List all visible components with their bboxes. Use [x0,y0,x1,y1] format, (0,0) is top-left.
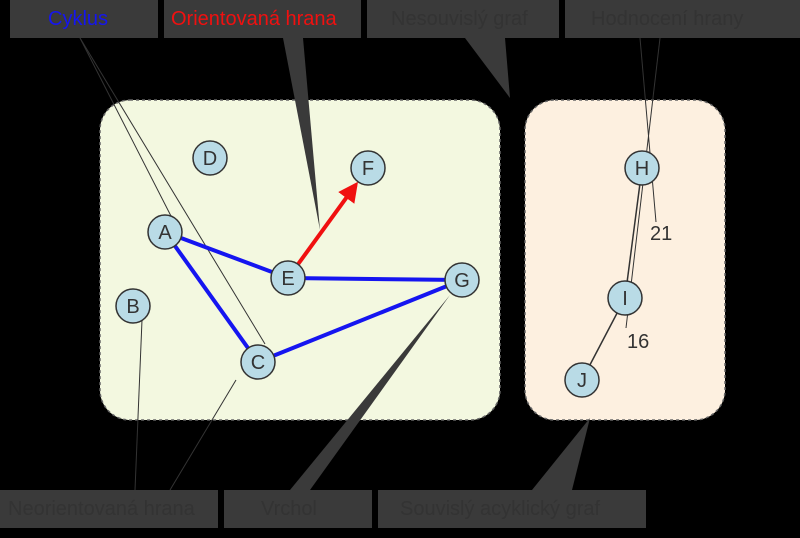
label-text-nesouv: Nesouvislý graf [391,8,528,30]
label-text-souv: Souvislý acyklický graf [400,498,601,520]
callout-souv [532,418,590,490]
node-label-C: C [251,352,265,374]
panel-right [525,100,725,420]
node-label-J: J [577,370,587,392]
graph-diagram: 21 16 A B C D E F G H I J Cyklus Orientovaná hrana Nes… [0,0,800,538]
label-text-vrchol: Vrchol [261,498,317,520]
callout-nesouv [465,38,510,98]
node-label-F: F [362,158,374,180]
node-label-B: B [126,296,139,318]
node-label-E: E [281,268,294,290]
edge-weight-H-I: 21 [650,223,672,245]
node-label-A: A [158,222,172,244]
edge-E-G [288,278,462,280]
node-label-H: H [635,158,649,180]
label-text-cyklus: Cyklus [48,8,108,30]
edge-weight-I-J: 16 [627,331,649,353]
node-label-I: I [622,288,628,310]
label-text-neor: Neorientovaná hrana [8,498,196,520]
node-label-D: D [203,148,217,170]
label-text-orient: Orientovaná hrana [171,8,338,30]
label-text-hodn: Hodnocení hrany [591,8,743,30]
node-label-G: G [454,270,470,292]
